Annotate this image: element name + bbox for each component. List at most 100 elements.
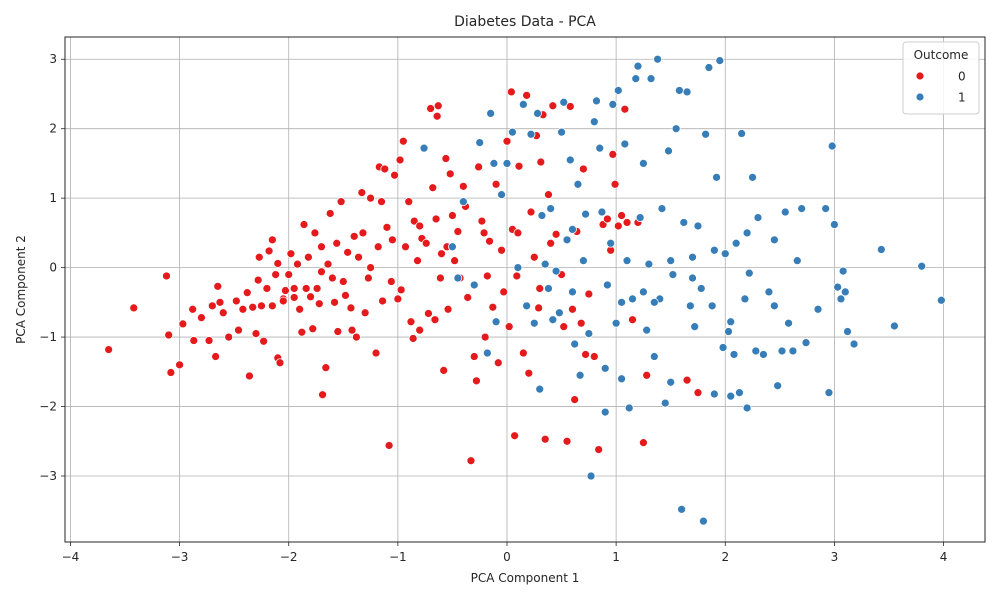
data-point-outcome-0 bbox=[415, 221, 425, 231]
data-point-outcome-1 bbox=[617, 374, 626, 384]
data-point-outcome-0 bbox=[189, 336, 199, 345]
data-point-outcome-1 bbox=[709, 389, 719, 399]
data-point-outcome-1 bbox=[917, 261, 927, 271]
data-point-outcome-0 bbox=[328, 273, 337, 283]
data-point-outcome-0 bbox=[245, 371, 254, 381]
data-point-outcome-0 bbox=[642, 370, 652, 380]
data-point-outcome-0 bbox=[603, 214, 612, 224]
data-point-outcome-0 bbox=[610, 179, 620, 189]
data-point-outcome-1 bbox=[840, 287, 850, 297]
data-point-outcome-0 bbox=[628, 315, 637, 325]
data-point-outcome-0 bbox=[271, 270, 281, 279]
data-point-outcome-0 bbox=[534, 303, 544, 313]
data-point-outcome-1 bbox=[653, 54, 662, 64]
data-point-outcome-1 bbox=[744, 268, 754, 278]
y-tick-label: 3 bbox=[49, 52, 57, 66]
data-point-outcome-0 bbox=[406, 317, 416, 327]
x-tick-label: 4 bbox=[940, 550, 948, 564]
data-point-outcome-1 bbox=[608, 100, 618, 109]
data-point-outcome-0 bbox=[512, 271, 522, 281]
data-point-outcome-0 bbox=[499, 287, 509, 297]
data-point-outcome-0 bbox=[262, 284, 272, 293]
x-tick-label: 3 bbox=[831, 550, 839, 564]
data-point-outcome-1 bbox=[606, 238, 616, 248]
data-point-outcome-1 bbox=[562, 235, 572, 245]
data-point-outcome-1 bbox=[649, 352, 659, 361]
data-point-outcome-1 bbox=[589, 117, 599, 127]
data-point-outcome-0 bbox=[424, 309, 433, 318]
data-point-outcome-1 bbox=[773, 381, 783, 391]
data-point-outcome-0 bbox=[524, 368, 534, 378]
data-point-outcome-1 bbox=[533, 109, 542, 118]
data-point-outcome-0 bbox=[336, 197, 346, 207]
data-point-outcome-1 bbox=[801, 338, 811, 348]
data-point-outcome-0 bbox=[238, 304, 248, 314]
data-point-outcome-0 bbox=[346, 303, 356, 313]
data-point-outcome-1 bbox=[568, 287, 577, 297]
data-point-outcome-1 bbox=[849, 339, 859, 349]
data-point-outcome-0 bbox=[358, 228, 368, 238]
data-point-outcome-0 bbox=[581, 350, 590, 359]
data-point-outcome-1 bbox=[690, 322, 700, 332]
data-point-outcome-1 bbox=[535, 384, 545, 394]
data-point-outcome-0 bbox=[267, 301, 277, 311]
data-point-outcome-0 bbox=[443, 304, 453, 314]
data-point-outcome-0 bbox=[620, 104, 630, 114]
data-point-outcome-0 bbox=[310, 228, 320, 238]
data-point-outcome-1 bbox=[764, 287, 774, 297]
data-point-outcome-0 bbox=[413, 256, 422, 266]
x-tick-label: 0 bbox=[503, 550, 511, 564]
data-point-outcome-1 bbox=[704, 63, 714, 72]
data-point-outcome-0 bbox=[347, 325, 357, 335]
data-point-outcome-0 bbox=[371, 348, 381, 358]
data-point-outcome-0 bbox=[384, 441, 394, 450]
data-point-outcome-0 bbox=[639, 438, 648, 448]
data-point-outcome-0 bbox=[448, 211, 457, 220]
data-point-outcome-1 bbox=[751, 346, 761, 356]
data-point-outcome-1 bbox=[836, 294, 846, 304]
data-point-outcome-0 bbox=[491, 179, 501, 189]
data-point-outcome-1 bbox=[458, 197, 468, 207]
data-point-outcome-1 bbox=[600, 407, 610, 417]
data-point-outcome-0 bbox=[164, 330, 174, 340]
data-point-outcome-0 bbox=[248, 302, 258, 312]
data-point-outcome-0 bbox=[317, 267, 326, 277]
data-point-outcome-0 bbox=[218, 308, 228, 318]
data-point-outcome-0 bbox=[341, 291, 350, 300]
data-point-outcome-0 bbox=[579, 164, 588, 174]
data-point-outcome-1 bbox=[753, 213, 763, 222]
data-point-outcome-1 bbox=[780, 207, 790, 217]
y-axis-title: PCA Component 2 bbox=[14, 235, 28, 344]
data-point-outcome-1 bbox=[581, 209, 590, 219]
data-point-outcome-0 bbox=[275, 358, 285, 368]
data-point-outcome-0 bbox=[396, 285, 406, 295]
data-point-outcome-0 bbox=[251, 329, 261, 338]
data-point-outcome-1 bbox=[575, 370, 585, 380]
data-point-outcome-0 bbox=[295, 304, 305, 314]
data-point-outcome-0 bbox=[570, 395, 580, 404]
data-point-outcome-0 bbox=[497, 245, 506, 255]
data-point-outcome-1 bbox=[611, 318, 621, 328]
data-point-outcome-1 bbox=[833, 282, 843, 292]
data-point-outcome-1 bbox=[592, 96, 601, 106]
data-point-outcome-0 bbox=[589, 352, 599, 361]
data-point-outcome-1 bbox=[718, 343, 728, 352]
data-point-outcome-0 bbox=[584, 289, 594, 299]
data-point-outcome-0 bbox=[544, 190, 553, 200]
data-point-outcome-0 bbox=[284, 270, 294, 279]
data-point-outcome-0 bbox=[213, 281, 223, 291]
data-point-outcome-1 bbox=[518, 100, 528, 109]
data-point-outcome-0 bbox=[364, 273, 373, 283]
data-point-outcome-1 bbox=[792, 256, 802, 266]
data-point-outcome-1 bbox=[677, 504, 686, 514]
data-point-outcome-1 bbox=[544, 284, 553, 293]
data-point-outcome-1 bbox=[685, 301, 695, 311]
data-point-outcome-1 bbox=[660, 398, 670, 408]
data-point-outcome-1 bbox=[742, 228, 752, 238]
data-point-outcome-1 bbox=[624, 403, 634, 413]
data-point-outcome-0 bbox=[357, 188, 367, 197]
x-axis-title: PCA Component 1 bbox=[471, 571, 580, 585]
data-point-outcome-0 bbox=[332, 238, 342, 248]
data-point-outcome-1 bbox=[548, 315, 558, 325]
data-point-outcome-1 bbox=[639, 159, 648, 168]
